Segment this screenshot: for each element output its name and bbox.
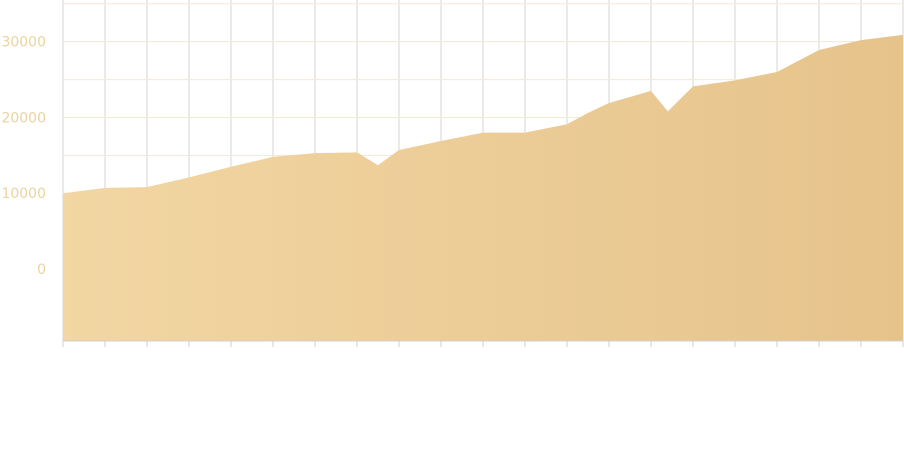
y-tick-label: 0 <box>37 262 46 278</box>
area-series <box>63 34 903 341</box>
x-axis <box>62 340 904 347</box>
y-tick-label: 10000 <box>1 186 46 202</box>
y-axis: 0 10000 20000 30000 <box>1 35 46 278</box>
y-tick-label: 30000 <box>1 35 46 51</box>
y-tick-label: 20000 <box>1 110 46 126</box>
